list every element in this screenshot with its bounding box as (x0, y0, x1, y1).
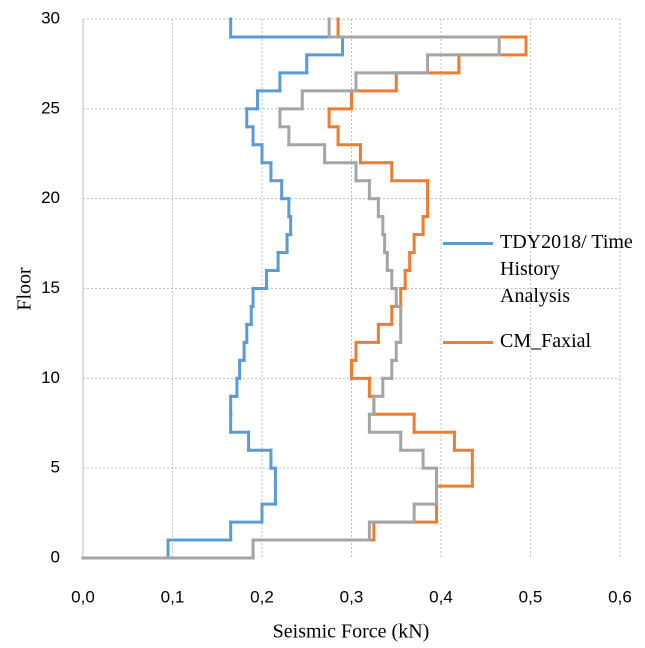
legend-item: TDY2018/ Time History Analysis (443, 229, 633, 310)
x-axis-title: Seismic Force (kN) (273, 621, 430, 643)
y-tick-label: 5 (51, 458, 60, 477)
legend-swatch (443, 341, 493, 344)
x-tick-label: 0,2 (250, 587, 274, 606)
x-tick-label: 0,4 (429, 587, 453, 606)
legend: TDY2018/ Time History Analysis CM_Faxial (443, 229, 633, 373)
x-tick-label: 0,1 (161, 587, 185, 606)
y-axis-title: Floor (14, 267, 36, 311)
y-tick-label: 30 (41, 8, 60, 27)
legend-label: CM_Faxial (500, 330, 592, 352)
legend-item: CM_Faxial (443, 328, 633, 355)
legend-swatch (443, 242, 493, 245)
y-tick-label: 10 (41, 368, 60, 387)
x-tick-label: 0,3 (340, 587, 364, 606)
legend-label: TDY2018/ Time History Analysis (500, 231, 633, 307)
x-tick-label: 0,5 (519, 587, 543, 606)
y-tick-label: 0 (51, 547, 60, 566)
x-tick-label: 0,0 (71, 587, 95, 606)
y-tick-label: 25 (41, 98, 60, 117)
y-tick-label: 15 (41, 278, 60, 297)
x-tick-label: 0,6 (608, 587, 632, 606)
y-tick-label: 20 (41, 188, 60, 207)
